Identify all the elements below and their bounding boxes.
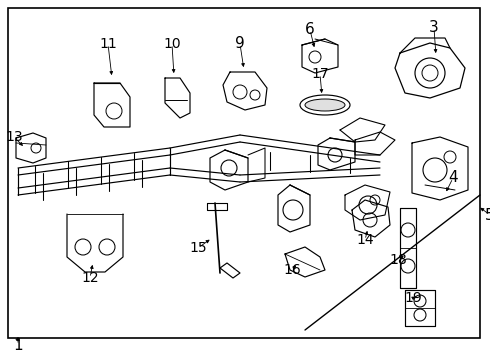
Ellipse shape [300, 95, 350, 115]
Text: 6: 6 [305, 22, 315, 37]
Text: 15: 15 [189, 241, 207, 255]
Text: 14: 14 [356, 233, 374, 247]
Text: 1: 1 [13, 338, 23, 352]
Text: 12: 12 [81, 271, 99, 285]
Text: 9: 9 [235, 36, 245, 51]
Text: 4: 4 [448, 171, 458, 185]
Text: 16: 16 [283, 263, 301, 277]
Text: 17: 17 [311, 67, 329, 81]
Text: 18: 18 [389, 253, 407, 267]
Text: 3: 3 [429, 21, 439, 36]
Text: 13: 13 [5, 130, 23, 144]
Text: 11: 11 [99, 37, 117, 51]
Text: 5: 5 [485, 207, 490, 222]
Ellipse shape [305, 99, 345, 111]
Text: 19: 19 [404, 291, 422, 305]
Text: 10: 10 [163, 37, 181, 51]
